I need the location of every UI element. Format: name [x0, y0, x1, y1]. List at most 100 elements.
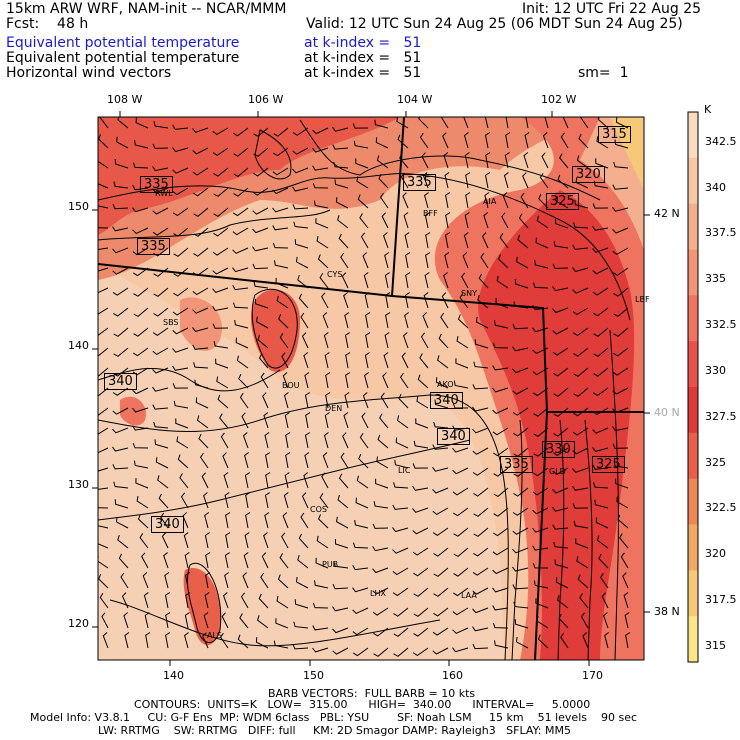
wind-barb [560, 132, 569, 149]
wind-barb [598, 553, 609, 569]
wind-barb [362, 252, 369, 269]
wind-barb [453, 547, 469, 558]
wind-barb [264, 512, 270, 529]
wind-barb [117, 534, 129, 549]
lat-label-42n: 42 N [654, 207, 680, 220]
wind-barb [332, 126, 349, 132]
wind-barb [625, 632, 631, 649]
colorbar-label: 337.5 [705, 226, 737, 240]
wind-barb [593, 482, 609, 489]
wind-barb [260, 372, 269, 389]
wind-barb [596, 535, 609, 549]
wind-barb [555, 218, 569, 229]
wind-barb [193, 247, 209, 257]
wind-barb [345, 352, 351, 369]
wind-barb [284, 412, 290, 429]
colorbar-label: 317.5 [705, 593, 737, 607]
wind-barb [372, 587, 389, 595]
wind-barb [192, 127, 209, 133]
wind-barb [295, 576, 309, 589]
wind-barb [444, 252, 450, 269]
wind-barb [392, 567, 409, 576]
wind-barb [452, 403, 469, 409]
wind-barb [532, 507, 549, 515]
wind-barb [354, 519, 369, 529]
wind-barb [453, 527, 469, 537]
wind-barb [512, 584, 529, 590]
wind-barb [303, 352, 309, 369]
wind-barb [464, 152, 470, 169]
wind-barb [192, 167, 209, 176]
wind-barb [342, 432, 349, 449]
wind-barb [161, 532, 169, 549]
wind-barb [492, 547, 509, 556]
wind-barb [252, 227, 269, 234]
wind-barb [273, 640, 289, 649]
station-label: GLD [549, 467, 566, 476]
wind-barb [398, 393, 409, 409]
wind-barb [422, 172, 429, 189]
wind-barb [492, 567, 509, 575]
wind-barb [233, 147, 249, 157]
wind-barb [120, 572, 129, 589]
wind-barb [518, 213, 529, 229]
wind-barb [275, 618, 289, 629]
wind-barb [378, 173, 389, 189]
wind-barb [98, 183, 109, 189]
wind-barb [472, 427, 489, 434]
wind-barb [113, 327, 129, 337]
wind-barb [281, 532, 289, 549]
wind-barb [132, 407, 149, 413]
wind-barb [172, 327, 189, 335]
wind-barb [424, 192, 429, 209]
wind-barb [321, 472, 329, 489]
wind-barb [575, 538, 589, 549]
y-tick-150: 150 [68, 200, 89, 213]
wind-barb [98, 543, 109, 549]
wind-barb [282, 372, 289, 389]
wind-barb [453, 380, 469, 389]
wind-barb [235, 337, 249, 349]
wind-barb [554, 559, 569, 569]
wind-barb [392, 547, 409, 554]
wind-barb [381, 212, 389, 229]
wind-barb [463, 117, 469, 129]
wind-barb [612, 227, 629, 234]
wind-barb [276, 295, 289, 309]
wind-barb [260, 572, 269, 589]
wind-barb [513, 601, 529, 609]
wind-barb [352, 542, 369, 549]
wind-barb [503, 172, 509, 189]
wind-barb [552, 447, 569, 457]
wind-barb [604, 632, 609, 649]
wind-barb [472, 643, 489, 650]
wind-barb [256, 316, 269, 329]
colorbar-label: 327.5 [705, 409, 737, 423]
wind-barb [137, 514, 149, 529]
wind-barb [512, 346, 529, 352]
wind-barb [238, 373, 249, 389]
wind-barb [552, 327, 569, 335]
wind-barb [395, 437, 409, 449]
wind-barb [432, 487, 449, 494]
wind-barb [252, 187, 269, 196]
wind-barb [217, 394, 229, 409]
wind-barb [532, 487, 549, 496]
wind-barb [433, 567, 449, 577]
wind-barb [232, 227, 249, 236]
wind-barb [185, 572, 191, 589]
wind-barb [552, 307, 569, 314]
wind-barb [316, 535, 329, 549]
wind-barb [376, 155, 389, 169]
wind-barb [252, 207, 269, 215]
station-label: RWL [155, 189, 173, 198]
wind-barb [505, 132, 511, 149]
wind-barb [532, 527, 549, 533]
wind-barb [493, 467, 509, 477]
wind-barb [293, 221, 309, 229]
wind-barb [552, 263, 569, 269]
wind-barb [332, 627, 349, 634]
wind-barb [440, 117, 449, 129]
wind-barb [552, 524, 569, 530]
wind-barb [478, 273, 489, 289]
